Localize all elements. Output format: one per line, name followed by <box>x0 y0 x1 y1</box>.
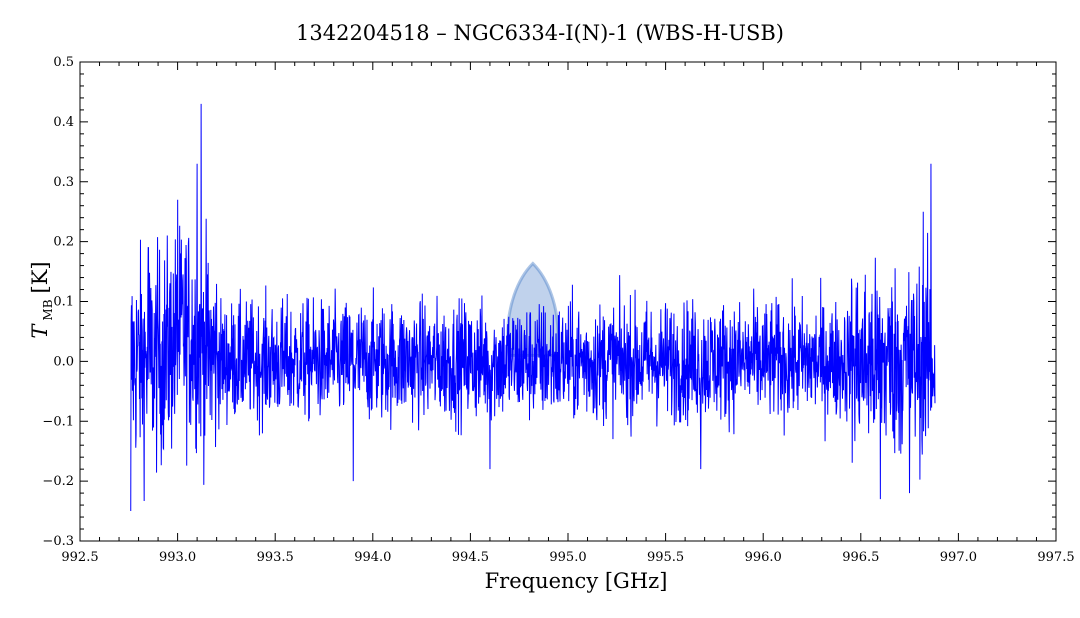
spectrum-line <box>130 103 936 512</box>
tick-labels: 992.5 993.0 993.5 994.0 994.5 995.0 995.5 996.0… <box>42 55 1074 565</box>
y-tick-label: 0.2 <box>53 235 74 250</box>
axis-ticks <box>79 61 1057 542</box>
x-tick-label: 995.5 <box>647 550 684 565</box>
x-tick-label: 993.0 <box>159 550 196 565</box>
y-axis-label: T MB [K] <box>28 261 55 338</box>
y-tick-label: −0.2 <box>42 474 74 489</box>
x-tick-label: 997.0 <box>940 550 977 565</box>
plot-frame <box>79 61 1057 542</box>
x-tick-label: 997.5 <box>1037 550 1074 565</box>
x-axis-label: Frequency [GHz] <box>485 569 668 593</box>
x-tick-label: 992.5 <box>61 550 98 565</box>
x-tick-label: 996.0 <box>745 550 782 565</box>
y-tick-label: 0.4 <box>53 115 74 130</box>
y-tick-label: −0.3 <box>42 534 74 549</box>
y-axis-subscript: MB <box>41 299 55 320</box>
y-axis-unit: [K] <box>28 261 52 293</box>
x-tick-label: 994.5 <box>452 550 489 565</box>
x-tick-label: 993.5 <box>257 550 294 565</box>
y-tick-label: 0.1 <box>53 295 74 310</box>
y-tick-label: 0.3 <box>53 175 74 190</box>
y-tick-label: 0.0 <box>53 354 74 369</box>
plot-area: 992.5 993.0 993.5 994.0 994.5 995.0 995.5 996.0… <box>42 55 1074 565</box>
y-tick-label: −0.1 <box>42 414 74 429</box>
x-tick-label: 994.0 <box>354 550 391 565</box>
x-tick-label: 995.0 <box>549 550 586 565</box>
y-tick-label: 0.5 <box>53 55 74 70</box>
chart-title: 1342204518 – NGC6334-I(N)-1 (WBS-H-USB) <box>296 21 784 45</box>
y-axis-symbol: T <box>28 323 52 339</box>
x-tick-label: 996.5 <box>842 550 879 565</box>
